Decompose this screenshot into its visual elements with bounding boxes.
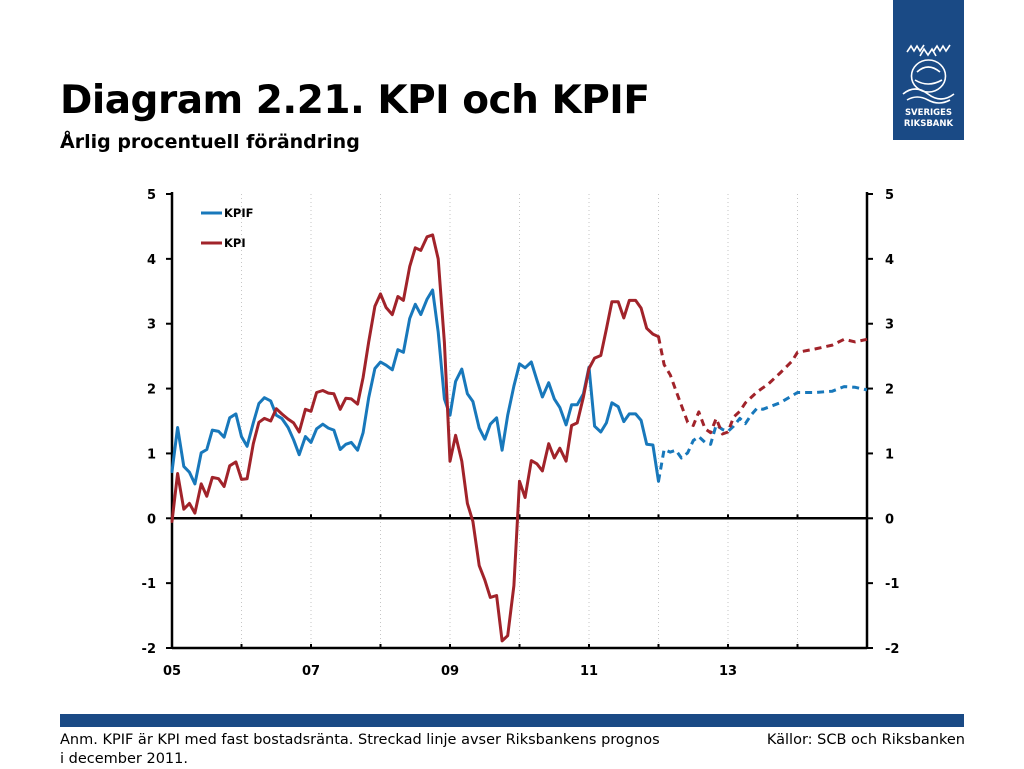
logo-text-line1: SVERIGES: [904, 108, 953, 118]
x-tick-label: 07: [302, 664, 320, 679]
y-tick-label-right: 1: [885, 447, 894, 462]
y-tick-label-right: 2: [885, 383, 894, 398]
series-kpif-forecast-line: [657, 385, 868, 482]
logo-text-line2: RIKSBANK: [903, 119, 954, 129]
y-tick-label-right: 0: [885, 512, 894, 527]
series-layer: [170, 233, 868, 643]
y-tick-label-left: 5: [147, 188, 156, 203]
series-kpif-line: [170, 288, 660, 486]
chart-title: Diagram 2.21. KPI och KPIF: [60, 78, 650, 123]
y-tick-label-left: 4: [147, 253, 156, 268]
legend-kpi-label: KPI: [224, 236, 246, 250]
y-tick-label-left: 0: [147, 512, 156, 527]
sources-text: Källor: SCB och Riksbanken: [766, 732, 965, 748]
y-tick-label-left: -2: [142, 642, 156, 657]
grid-layer: [171, 194, 868, 648]
chart-subtitle: Årlig procentuell förändring: [60, 131, 360, 153]
y-tick-label-left: 1: [147, 447, 156, 462]
legend-kpif-label: KPIF: [224, 206, 253, 220]
series-kpi-forecast-line: [657, 336, 868, 436]
x-tick-label: 11: [580, 664, 598, 679]
axes-layer: 5 4 3 2 1 0 -1 -2 5 4 3 2 1 0 -1 -2 05 07 09 11 13: [142, 188, 900, 679]
y-tick-label-left: -1: [142, 577, 156, 592]
chart-legend: KPIF KPI: [201, 206, 253, 250]
footer-bar: [60, 714, 964, 727]
x-tick-label: 05: [163, 664, 181, 679]
line-chart: 5 4 3 2 1 0 -1 -2 5 4 3 2 1 0 -1 -2 05 07 09 11 13 KPIF KPI: [142, 188, 900, 679]
footnote: Anm. KPIF är KPI med fast bostadsränta. …: [60, 732, 660, 767]
y-tick-label-right: 5: [885, 188, 894, 203]
y-tick-label-right: -2: [885, 642, 899, 657]
crown-emblem-icon: [902, 44, 955, 104]
x-tick-label: 13: [719, 664, 737, 679]
y-tick-label-left: 3: [147, 318, 156, 333]
y-tick-label-right: -1: [885, 577, 899, 592]
y-tick-label-right: 4: [885, 253, 894, 268]
x-tick-label: 09: [441, 664, 459, 679]
y-tick-label-left: 2: [147, 383, 156, 398]
series-kpi-line: [170, 233, 660, 643]
riksbank-logo: SVERIGES RIKSBANK: [893, 0, 964, 140]
y-tick-label-right: 3: [885, 318, 894, 333]
